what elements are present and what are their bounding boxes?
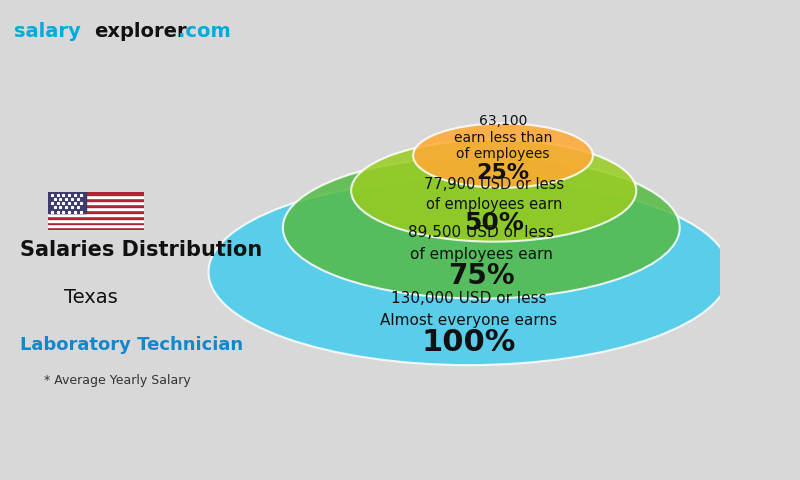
Bar xyxy=(48,228,144,230)
Bar xyxy=(48,225,144,228)
Ellipse shape xyxy=(209,179,730,365)
Text: 50%: 50% xyxy=(464,211,524,235)
Bar xyxy=(48,204,144,207)
Text: Laboratory Technician: Laboratory Technician xyxy=(20,336,243,354)
Text: 89,500 USD or less: 89,500 USD or less xyxy=(408,225,554,240)
Text: 100%: 100% xyxy=(422,328,516,358)
Bar xyxy=(48,192,86,213)
Text: salary: salary xyxy=(14,22,81,41)
Bar xyxy=(48,207,144,210)
Ellipse shape xyxy=(413,123,593,188)
Text: 77,900 USD or less: 77,900 USD or less xyxy=(424,177,564,192)
Ellipse shape xyxy=(351,140,636,241)
Text: of employees earn: of employees earn xyxy=(410,247,553,262)
Text: 75%: 75% xyxy=(448,263,514,290)
Text: * Average Yearly Salary: * Average Yearly Salary xyxy=(44,374,190,387)
Text: earn less than: earn less than xyxy=(454,131,552,145)
Text: Texas: Texas xyxy=(64,288,118,307)
Text: 25%: 25% xyxy=(477,163,530,183)
Text: of employees: of employees xyxy=(456,147,550,161)
Text: of employees earn: of employees earn xyxy=(426,197,562,212)
Bar xyxy=(48,192,144,195)
Bar xyxy=(48,222,144,225)
Text: Almost everyone earns: Almost everyone earns xyxy=(380,313,558,328)
Bar xyxy=(48,195,144,198)
Text: 63,100: 63,100 xyxy=(479,114,527,128)
Bar xyxy=(48,216,144,218)
Text: explorer: explorer xyxy=(94,22,187,41)
Bar xyxy=(48,210,144,213)
Text: .com: .com xyxy=(178,22,230,41)
Text: Salaries Distribution: Salaries Distribution xyxy=(20,240,262,260)
Ellipse shape xyxy=(283,156,680,299)
Bar xyxy=(48,218,144,222)
Text: 130,000 USD or less: 130,000 USD or less xyxy=(391,291,546,306)
Bar xyxy=(48,198,144,201)
Bar xyxy=(48,213,144,216)
Bar xyxy=(48,201,144,204)
